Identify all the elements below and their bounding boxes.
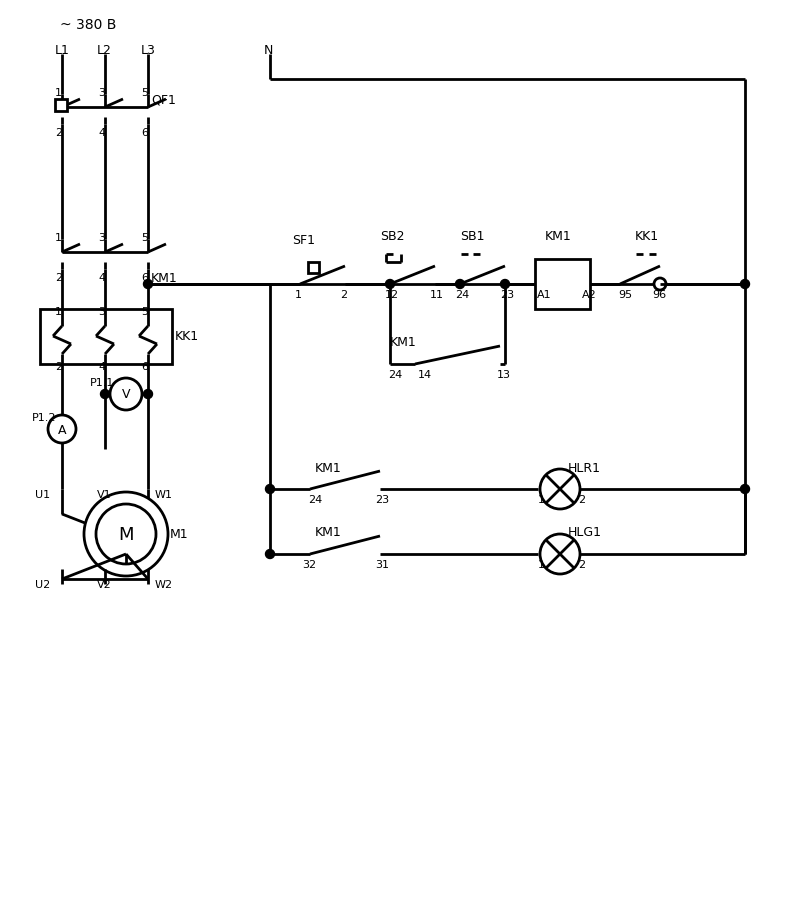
Text: KM1: KM1 xyxy=(315,526,341,538)
Text: N: N xyxy=(264,43,273,57)
Text: 2: 2 xyxy=(55,362,62,372)
Text: M1: M1 xyxy=(170,528,189,541)
Text: 32: 32 xyxy=(302,559,316,569)
Text: SB2: SB2 xyxy=(380,230,404,244)
Bar xyxy=(308,262,319,273)
Text: 1: 1 xyxy=(538,559,545,569)
Text: 4: 4 xyxy=(98,128,105,138)
Text: 24: 24 xyxy=(455,290,469,299)
Text: KM1: KM1 xyxy=(315,461,341,474)
Text: HLR1: HLR1 xyxy=(568,461,601,474)
Circle shape xyxy=(741,281,750,290)
Text: A2: A2 xyxy=(582,290,597,299)
Text: 6: 6 xyxy=(141,272,148,282)
Text: KM1: KM1 xyxy=(545,230,572,244)
Text: L3: L3 xyxy=(141,43,156,57)
Text: V: V xyxy=(121,388,130,401)
Circle shape xyxy=(741,485,750,494)
Text: 1: 1 xyxy=(538,494,545,504)
Text: 23: 23 xyxy=(500,290,515,299)
Circle shape xyxy=(84,492,168,576)
Circle shape xyxy=(48,416,76,444)
Text: A1: A1 xyxy=(537,290,552,299)
Text: QF1: QF1 xyxy=(151,94,176,106)
Text: 5: 5 xyxy=(141,233,148,243)
Text: V1: V1 xyxy=(97,490,112,500)
Text: 24: 24 xyxy=(388,370,403,380)
Text: L1: L1 xyxy=(55,43,70,57)
Text: L2: L2 xyxy=(97,43,112,57)
Text: 3: 3 xyxy=(98,233,105,243)
Text: SF1: SF1 xyxy=(292,234,315,246)
Circle shape xyxy=(96,504,156,565)
Text: P1.1: P1.1 xyxy=(90,378,114,388)
Text: 3: 3 xyxy=(98,87,105,98)
Text: ~ 380 B: ~ 380 B xyxy=(60,18,117,32)
Circle shape xyxy=(101,390,110,399)
Text: 96: 96 xyxy=(652,290,666,299)
Circle shape xyxy=(144,390,152,399)
Text: KK1: KK1 xyxy=(635,230,659,244)
Text: KM1: KM1 xyxy=(390,336,417,349)
Text: 2: 2 xyxy=(55,128,62,138)
Text: 6: 6 xyxy=(141,128,148,138)
Text: 24: 24 xyxy=(308,494,322,504)
Circle shape xyxy=(540,534,580,575)
Circle shape xyxy=(386,281,395,290)
Text: 5: 5 xyxy=(141,87,148,98)
Text: 1: 1 xyxy=(295,290,302,299)
Bar xyxy=(55,100,67,112)
Text: 1: 1 xyxy=(55,233,62,243)
Bar xyxy=(40,309,172,364)
Text: 31: 31 xyxy=(375,559,389,569)
Circle shape xyxy=(265,485,275,494)
Text: W2: W2 xyxy=(155,579,173,589)
Text: KM1: KM1 xyxy=(151,272,178,284)
Text: 3: 3 xyxy=(98,307,105,317)
Text: 2: 2 xyxy=(578,494,585,504)
Text: KK1: KK1 xyxy=(175,330,199,343)
Circle shape xyxy=(110,379,142,410)
Text: 4: 4 xyxy=(98,272,105,282)
Circle shape xyxy=(654,279,666,290)
Circle shape xyxy=(500,281,510,290)
Text: 2: 2 xyxy=(340,290,347,299)
Text: 23: 23 xyxy=(375,494,389,504)
Text: 1: 1 xyxy=(55,87,62,98)
Text: 14: 14 xyxy=(418,370,432,380)
Text: 2: 2 xyxy=(55,272,62,282)
Circle shape xyxy=(540,469,580,510)
Text: HLG1: HLG1 xyxy=(568,526,602,538)
Text: U1: U1 xyxy=(35,490,50,500)
Text: 6: 6 xyxy=(141,362,148,372)
Text: 13: 13 xyxy=(497,370,511,380)
Text: 12: 12 xyxy=(385,290,399,299)
Text: V2: V2 xyxy=(97,579,112,589)
Text: P1.2: P1.2 xyxy=(32,412,56,422)
Text: M: M xyxy=(118,526,133,543)
Text: 95: 95 xyxy=(618,290,632,299)
Text: 2: 2 xyxy=(578,559,585,569)
Circle shape xyxy=(456,281,464,290)
Text: 4: 4 xyxy=(98,362,105,372)
Circle shape xyxy=(265,550,275,559)
Text: U2: U2 xyxy=(35,579,50,589)
Text: 11: 11 xyxy=(430,290,444,299)
Circle shape xyxy=(144,281,152,290)
Text: 1: 1 xyxy=(55,307,62,317)
Text: 5: 5 xyxy=(141,307,148,317)
Text: SB1: SB1 xyxy=(460,230,484,244)
Text: W1: W1 xyxy=(155,490,173,500)
Bar xyxy=(535,260,590,309)
Text: A: A xyxy=(58,423,66,436)
